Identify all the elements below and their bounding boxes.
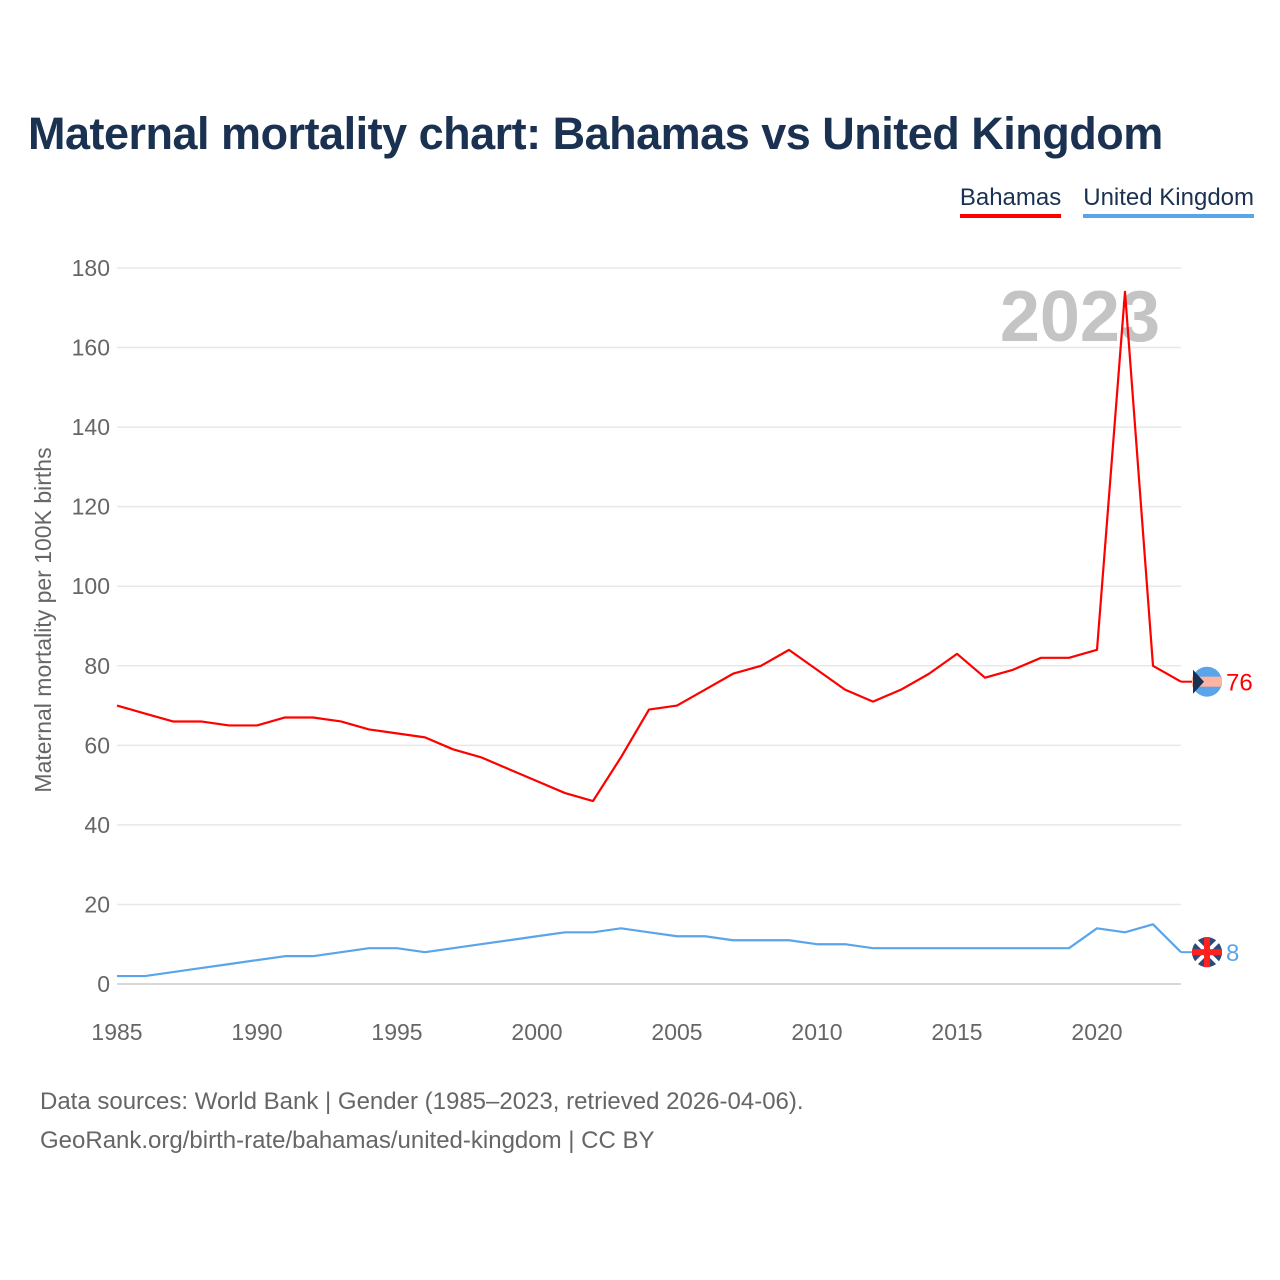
legend: Bahamas United Kingdom bbox=[959, 184, 1254, 218]
y-tick-label: 120 bbox=[72, 494, 110, 520]
x-tick-label: 2005 bbox=[651, 1019, 702, 1045]
x-tick-label: 2010 bbox=[791, 1019, 842, 1045]
flag-triangle bbox=[1193, 669, 1204, 694]
legend-bahamas[interactable]: Bahamas bbox=[959, 184, 1062, 218]
y-tick-label: 140 bbox=[72, 414, 110, 440]
flag-stripe bbox=[1192, 676, 1222, 687]
year-watermark: 2023 bbox=[1000, 277, 1160, 357]
y-tick-label: 180 bbox=[72, 255, 110, 281]
series-line-united-kingdom bbox=[117, 923, 1182, 978]
y-tick-label: 60 bbox=[84, 732, 110, 758]
y-tick-label: 40 bbox=[84, 812, 110, 838]
x-tick-label: 2020 bbox=[1071, 1019, 1122, 1045]
y-tick-label: 160 bbox=[72, 335, 110, 361]
y-axis-label: Maternal mortality per 100K births bbox=[30, 447, 56, 792]
flag-cross-v bbox=[1204, 937, 1210, 968]
y-tick-label: 100 bbox=[72, 573, 110, 599]
series-line-bahamas bbox=[116, 290, 1182, 803]
x-tick-label: 2000 bbox=[511, 1019, 562, 1045]
legend-united-kingdom[interactable]: United Kingdom bbox=[1083, 184, 1254, 218]
footer-url[interactable]: GeoRank.org/birth-rate/bahamas/united-ki… bbox=[40, 1127, 655, 1154]
chart-title: Maternal mortality chart: Bahamas vs Uni… bbox=[28, 108, 1163, 159]
x-tick-label: 1995 bbox=[371, 1019, 422, 1045]
end-value-label: 8 bbox=[1226, 940, 1239, 967]
y-tick-label: 0 bbox=[97, 971, 110, 997]
end-value-label: 76 bbox=[1226, 670, 1253, 697]
x-tick-label: 1990 bbox=[231, 1019, 282, 1045]
footer-source: Data sources: World Bank | Gender (1985–… bbox=[40, 1088, 804, 1115]
x-tick-label: 1985 bbox=[91, 1019, 142, 1045]
y-tick-label: 80 bbox=[84, 653, 110, 679]
x-tick-label: 2015 bbox=[931, 1019, 982, 1045]
y-tick-label: 20 bbox=[84, 891, 110, 917]
